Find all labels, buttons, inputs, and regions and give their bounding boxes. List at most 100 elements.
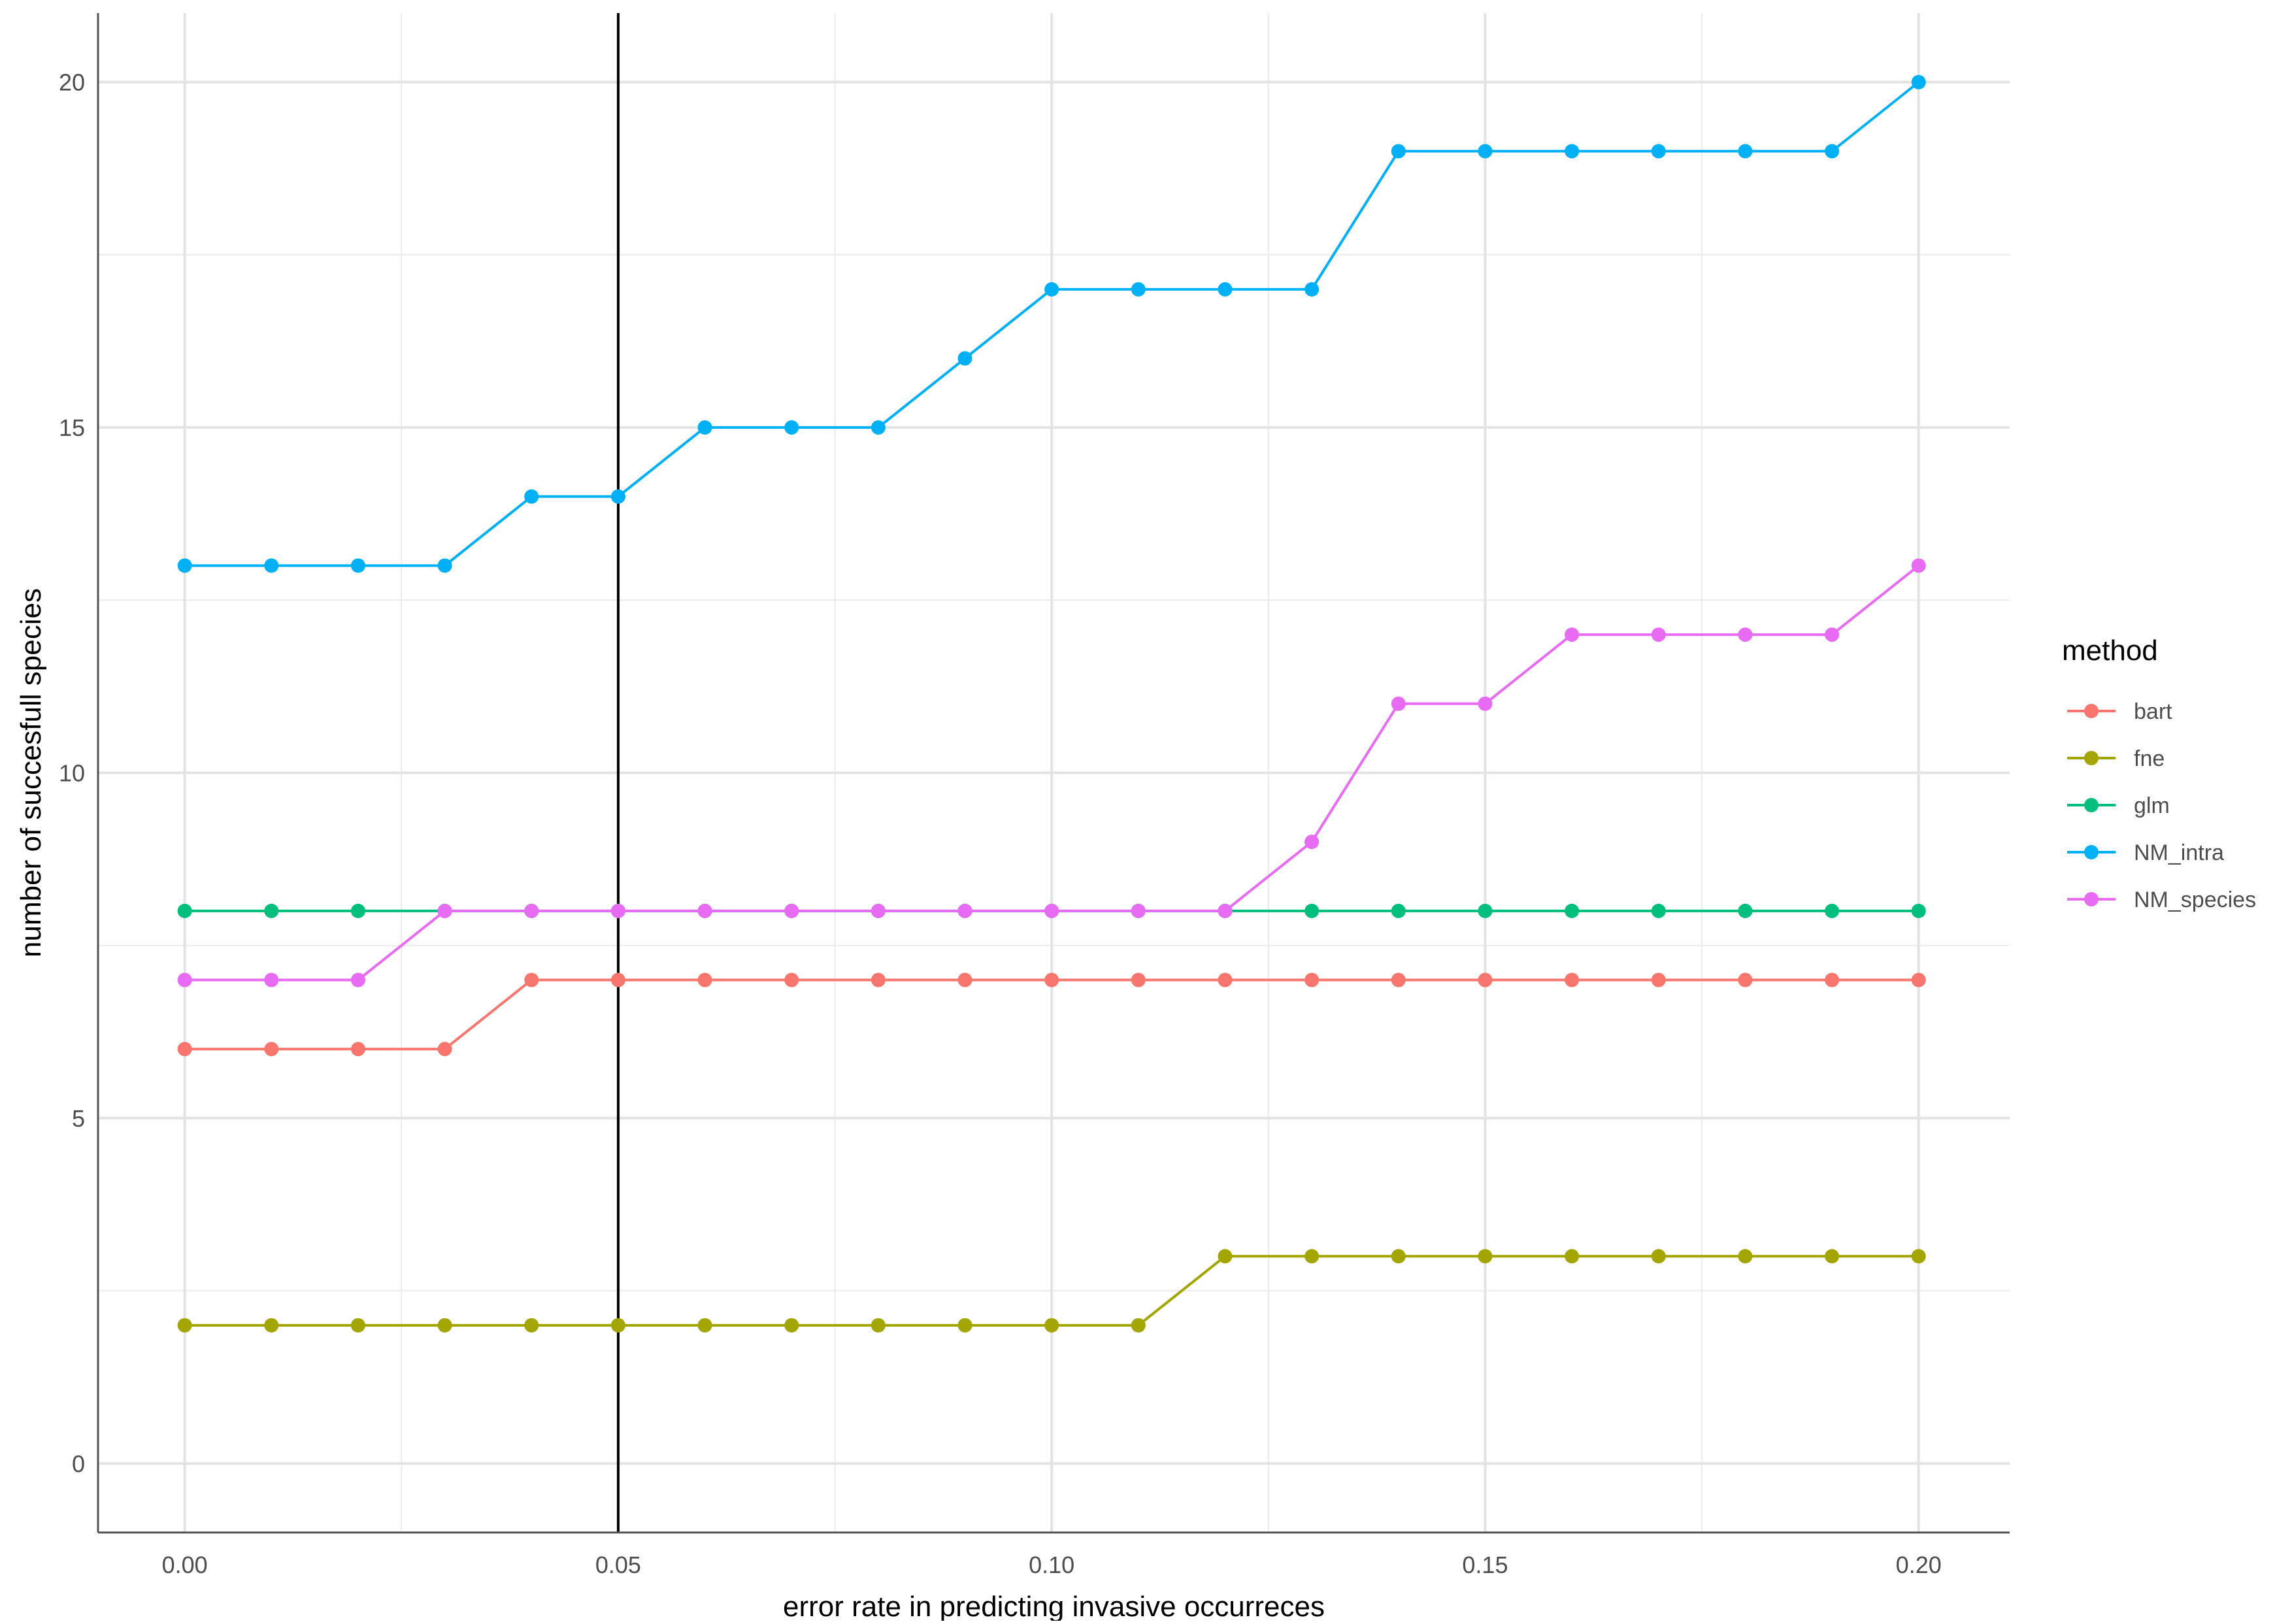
data-point-NM_intra xyxy=(610,489,625,504)
data-point-glm xyxy=(350,903,365,918)
data-point-NM_intra xyxy=(1911,75,1926,90)
data-point-fne xyxy=(697,1317,712,1333)
data-point-fne xyxy=(1218,1249,1233,1264)
y-tick-label: 0 xyxy=(72,1450,85,1477)
data-point-bart xyxy=(350,1042,365,1057)
y-tick-label: 20 xyxy=(59,69,85,96)
data-point-NM_intra xyxy=(1738,144,1753,159)
data-point-fne xyxy=(957,1317,972,1333)
data-point-NM_species xyxy=(524,903,539,918)
legend-key-point-fne xyxy=(2084,751,2099,765)
data-point-NM_species xyxy=(871,903,886,918)
data-point-fne xyxy=(1911,1249,1926,1264)
data-point-bart xyxy=(1825,972,1840,987)
y-tick-label: 10 xyxy=(59,760,85,787)
x-tick-label: 0.00 xyxy=(162,1551,208,1578)
data-point-bart xyxy=(1218,972,1233,987)
data-point-NM_intra xyxy=(957,351,972,366)
data-point-fne xyxy=(784,1317,799,1333)
y-tick-label: 15 xyxy=(59,414,85,441)
data-point-NM_intra xyxy=(784,420,799,435)
data-point-bart xyxy=(1738,972,1753,987)
data-point-NM_intra xyxy=(1044,282,1059,297)
data-point-glm xyxy=(177,903,192,918)
data-point-NM_species xyxy=(177,972,192,987)
data-point-glm xyxy=(1651,903,1666,918)
data-point-fne xyxy=(1651,1249,1666,1264)
data-point-NM_intra xyxy=(524,489,539,504)
data-point-NM_intra xyxy=(697,420,712,435)
data-point-NM_intra xyxy=(1478,144,1493,159)
data-point-bart xyxy=(1565,972,1580,987)
x-tick-label: 0.20 xyxy=(1896,1551,1942,1578)
data-point-fne xyxy=(1304,1249,1320,1264)
data-point-NM_intra xyxy=(1218,282,1233,297)
data-point-NM_species xyxy=(784,903,799,918)
data-point-glm xyxy=(264,903,279,918)
x-tick-label: 0.05 xyxy=(595,1551,641,1578)
data-point-bart xyxy=(697,972,712,987)
data-point-NM_species xyxy=(1478,696,1493,711)
legend-key-point-bart xyxy=(2084,704,2099,718)
legend-label-fne: fne xyxy=(2134,746,2165,771)
legend-label-NM_species: NM_species xyxy=(2134,887,2256,912)
data-point-fne xyxy=(871,1317,886,1333)
data-point-NM_intra xyxy=(1651,144,1666,159)
data-point-NM_intra xyxy=(350,558,365,573)
data-point-fne xyxy=(1391,1249,1406,1264)
data-point-glm xyxy=(1825,903,1840,918)
x-tick-label: 0.10 xyxy=(1029,1551,1074,1578)
legend-key-point-glm xyxy=(2084,798,2099,812)
data-point-bart xyxy=(1391,972,1406,987)
data-point-fne xyxy=(1044,1317,1059,1333)
legend-label-bart: bart xyxy=(2134,699,2172,724)
data-point-glm xyxy=(1391,903,1406,918)
data-point-fne xyxy=(350,1317,365,1333)
data-point-glm xyxy=(1738,903,1753,918)
data-point-bart xyxy=(1044,972,1059,987)
data-point-NM_species xyxy=(1911,558,1926,573)
data-point-fne xyxy=(1565,1249,1580,1264)
data-point-fne xyxy=(1825,1249,1840,1264)
data-point-NM_intra xyxy=(1565,144,1580,159)
axes: 0.00 0.05 0.10 0.15 0.20 0 5 10 15 20 error rate i… xyxy=(15,13,2010,1623)
data-point-fne xyxy=(610,1317,625,1333)
data-point-glm xyxy=(1565,903,1580,918)
data-point-bart xyxy=(957,972,972,987)
legend-title: method xyxy=(2062,635,2158,667)
legend: method bart fne glm NM_intra NM_species xyxy=(2062,635,2256,912)
data-point-NM_intra xyxy=(1304,282,1320,297)
data-point-NM_species xyxy=(697,903,712,918)
data-point-NM_species xyxy=(264,972,279,987)
data-point-bart xyxy=(871,972,886,987)
x-tick-label: 0.15 xyxy=(1462,1551,1508,1578)
data-point-NM_species xyxy=(437,903,452,918)
legend-label-NM_intra: NM_intra xyxy=(2134,840,2224,865)
data-point-NM_intra xyxy=(1825,144,1840,159)
data-point-NM_species xyxy=(1304,835,1320,850)
data-point-NM_species xyxy=(1131,903,1146,918)
legend-key-point-NM_species xyxy=(2084,892,2099,906)
y-axis-title: number of succesfull species xyxy=(15,588,47,957)
data-point-fne xyxy=(1478,1249,1493,1264)
data-point-NM_species xyxy=(610,903,625,918)
data-point-bart xyxy=(1478,972,1493,987)
data-point-bart xyxy=(1304,972,1320,987)
data-point-NM_species xyxy=(1391,696,1406,711)
data-point-fne xyxy=(177,1317,192,1333)
data-point-bart xyxy=(524,972,539,987)
data-point-fne xyxy=(524,1317,539,1333)
data-point-NM_intra xyxy=(177,558,192,573)
y-tick-label: 5 xyxy=(72,1105,85,1132)
data-point-bart xyxy=(264,1042,279,1057)
data-point-bart xyxy=(177,1042,192,1057)
data-point-bart xyxy=(784,972,799,987)
data-point-NM_intra xyxy=(871,420,886,435)
legend-label-glm: glm xyxy=(2134,793,2170,818)
data-point-NM_intra xyxy=(437,558,452,573)
data-point-glm xyxy=(1478,903,1493,918)
data-point-NM_species xyxy=(350,972,365,987)
series-layer xyxy=(177,75,1926,1333)
